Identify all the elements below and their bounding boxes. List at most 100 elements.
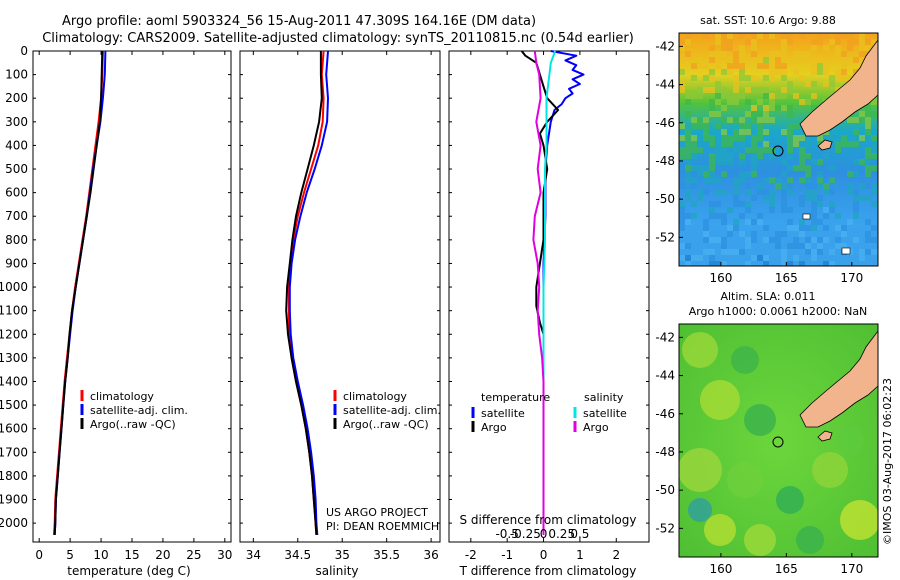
legend-label: Argo [583, 421, 609, 434]
sst-pixel [799, 33, 805, 39]
sst-pixel [841, 141, 847, 147]
sst-pixel [745, 129, 751, 135]
sst-pixel [781, 195, 787, 201]
sla-anomaly [812, 452, 848, 488]
sst-pixel [823, 63, 829, 69]
sst-pixel [685, 171, 691, 177]
sst-pixel [811, 45, 817, 51]
sst-pixel [805, 249, 811, 255]
sst-pixel [781, 75, 787, 81]
sst-pixel [685, 135, 691, 141]
sst-pixel [739, 249, 745, 255]
sst-pixel [697, 87, 703, 93]
sst-pixel [721, 237, 727, 243]
sst-pixel [853, 129, 859, 135]
sst-pixel [787, 87, 793, 93]
sst-pixel [787, 183, 793, 189]
sst-pixel [829, 75, 835, 81]
depth-tick-label: 1600 [0, 422, 28, 436]
sst-pixel [685, 141, 691, 147]
sst-pixel [799, 201, 805, 207]
sst-pixel [721, 45, 727, 51]
legend-label: satellite [583, 407, 627, 420]
sst-pixel [859, 255, 865, 261]
sst-pixel [769, 189, 775, 195]
sst-pixel [799, 99, 805, 105]
depth-tick-label: 500 [5, 162, 28, 176]
map-y-tick-label: -44 [655, 369, 675, 383]
sst-pixel [823, 81, 829, 87]
sst-pixel [733, 195, 739, 201]
sst-pixel [775, 183, 781, 189]
temperature-xlabel: temperature (deg C) [67, 564, 190, 578]
sst-pixel [787, 123, 793, 129]
sst-pixel [703, 171, 709, 177]
depth-tick-label: 1100 [0, 304, 28, 318]
sst-pixel [727, 39, 733, 45]
sst-pixel [859, 195, 865, 201]
depth-tick-label: 1900 [0, 493, 28, 507]
sst-pixel [679, 45, 685, 51]
sst-pixel [739, 135, 745, 141]
sst-pixel [703, 63, 709, 69]
difference-axes-box [448, 50, 650, 543]
sst-pixel [751, 171, 757, 177]
sla-map-title: Altim. SLA: 0.011 [720, 290, 815, 303]
depth-tick-label: 400 [5, 138, 28, 152]
sla-map-subtitle: Argo h1000: 0.0061 h2000: NaN [689, 305, 868, 318]
sst-pixel [841, 135, 847, 141]
sst-pixel [745, 99, 751, 105]
sst-pixel [853, 141, 859, 147]
sst-pixel [703, 237, 709, 243]
sst-pixel [853, 237, 859, 243]
sst-pixel [721, 243, 727, 249]
sst-pixel [685, 213, 691, 219]
sst-pixel [745, 147, 751, 153]
sst-pixel [763, 141, 769, 147]
sst-pixel [853, 117, 859, 123]
sst-pixel [709, 201, 715, 207]
s-difference-ticks: -0.5-0.250 0.250.5 [495, 527, 589, 541]
s-difference-label: S difference from climatology [460, 513, 637, 527]
sst-pixel [751, 135, 757, 141]
sst-pixel [709, 159, 715, 165]
sst-pixel [811, 93, 817, 99]
sst-pixel [697, 255, 703, 261]
sst-pixel [739, 117, 745, 123]
sst-pixel [787, 147, 793, 153]
sst-pixel [739, 171, 745, 177]
sst-pixel [781, 255, 787, 261]
sst-pixel [763, 237, 769, 243]
series-line [53, 50, 104, 535]
sst-pixel [727, 99, 733, 105]
sst-pixel [811, 189, 817, 195]
sst-pixel [859, 135, 865, 141]
sst-pixel [739, 231, 745, 237]
sst-pixel [793, 225, 799, 231]
sst-pixel [751, 237, 757, 243]
x-tick-label: 25 [186, 548, 201, 562]
sla-anomaly [682, 332, 718, 368]
sst-pixel [811, 201, 817, 207]
sst-pixel [769, 201, 775, 207]
sst-pixel [697, 117, 703, 123]
sst-pixel [727, 93, 733, 99]
sst-pixel [763, 177, 769, 183]
sst-pixel [727, 225, 733, 231]
sst-pixel [811, 183, 817, 189]
sst-pixel [691, 93, 697, 99]
sst-pixel [805, 99, 811, 105]
depth-tick-label: 200 [5, 91, 28, 105]
sst-pixel [703, 33, 709, 39]
sst-pixel [709, 45, 715, 51]
sst-pixel [865, 183, 871, 189]
sst-pixel [865, 105, 871, 111]
sst-pixel [679, 153, 685, 159]
sst-pixel [709, 249, 715, 255]
salinity-panel: 34 34.5 35 35.5 36 climatologysatellite-adj.… [239, 50, 441, 578]
sst-pixel [733, 93, 739, 99]
sst-pixel [769, 117, 775, 123]
series-line [53, 50, 104, 535]
